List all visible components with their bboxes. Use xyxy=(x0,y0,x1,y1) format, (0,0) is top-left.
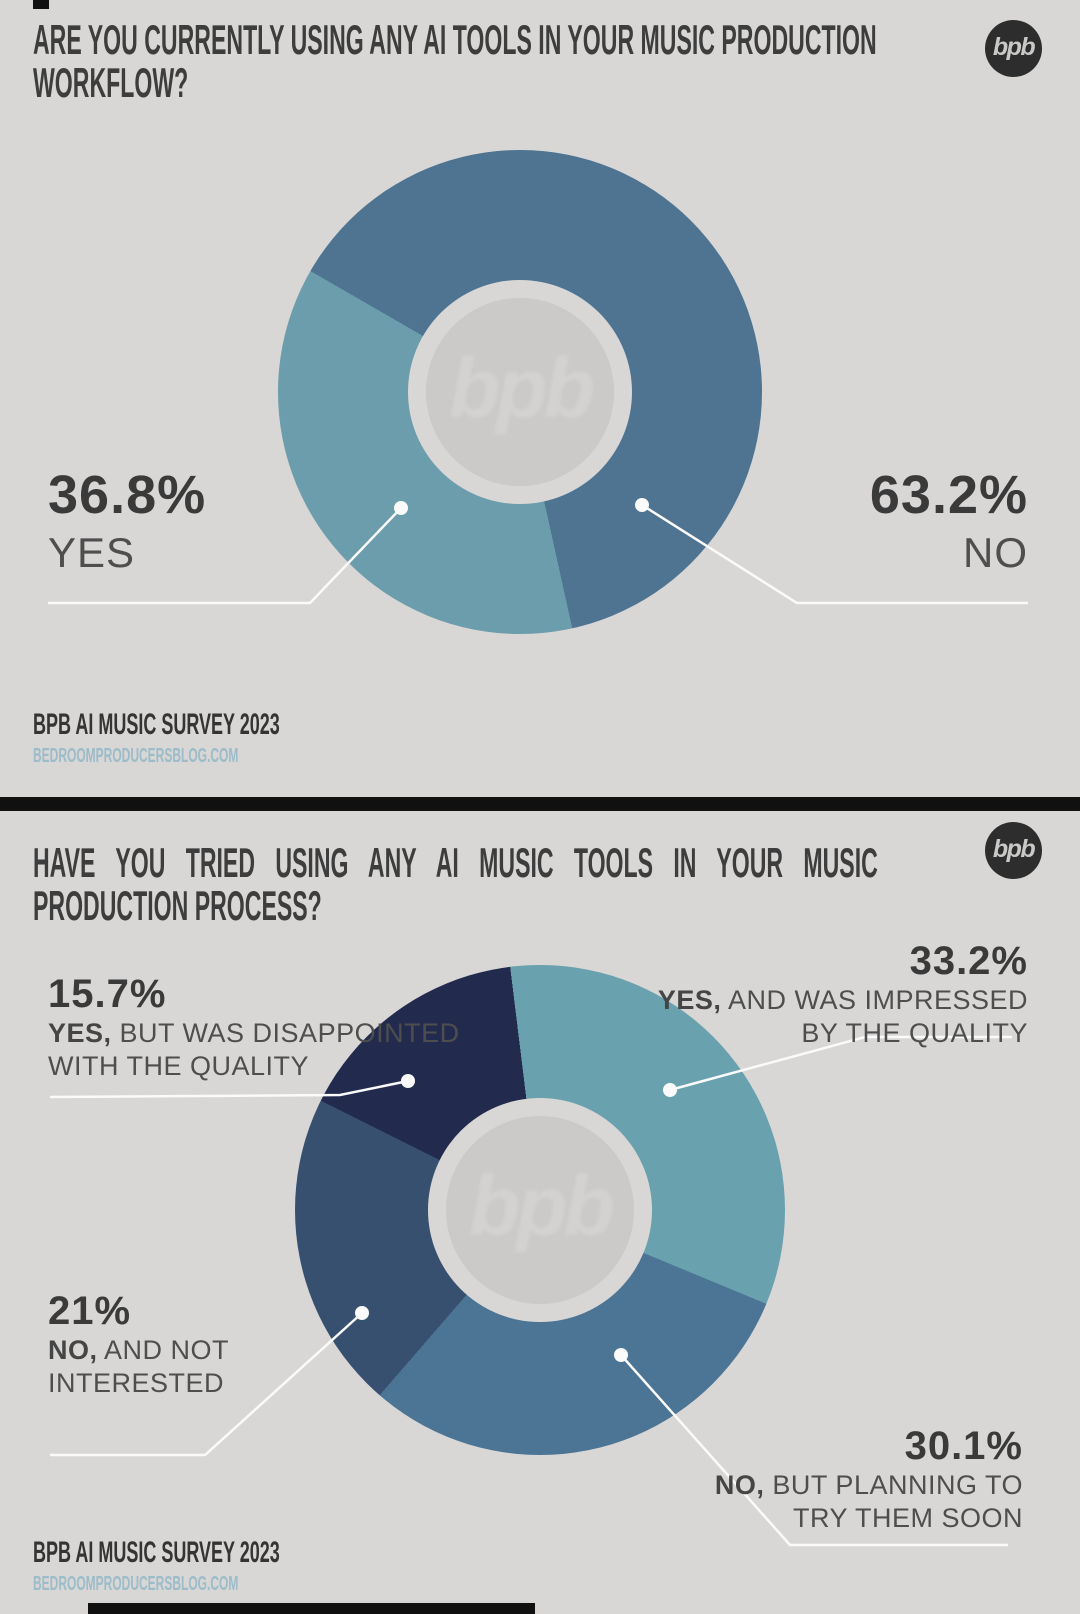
panel2-title: HAVE YOU TRIED USING ANY AI MUSIC TOOLS … xyxy=(33,841,1080,927)
title-line-2: WORKFLOW? xyxy=(33,59,189,106)
bpb-logo: bpb xyxy=(985,822,1042,879)
bpb-logo: bpb xyxy=(985,20,1042,77)
bpb-logo-text: bpb xyxy=(992,33,1036,61)
title-line-1: HAVE YOU TRIED USING ANY AI MUSIC TOOLS … xyxy=(33,839,878,886)
percent-value-no: 63.2% xyxy=(869,465,1028,525)
callout-yes: 36.8% YES xyxy=(48,466,206,578)
percent-label-not-interested-line2: INTERESTED xyxy=(48,1368,225,1398)
survey-source-url: BEDROOMPRODUCERSBLOG.COM xyxy=(33,745,239,767)
donut-hole: bpb xyxy=(408,280,632,504)
top-cut-divider xyxy=(33,0,49,9)
label-bold: NO, xyxy=(48,1335,98,1365)
bpb-watermark: bpb xyxy=(446,1116,634,1304)
donut-hole: bpb xyxy=(428,1098,652,1322)
percent-label-impressed-line1: YES, AND WAS IMPRESSED xyxy=(658,984,1028,1017)
bpb-watermark-text: bpb xyxy=(469,1158,615,1253)
percent-label-disappointed-line2: WITH THE QUALITY xyxy=(48,1051,310,1081)
percent-label-disappointed-line1: YES, BUT WAS DISAPPOINTED xyxy=(48,1017,460,1050)
label-bold: NO, xyxy=(714,1470,765,1500)
bottom-cut-divider xyxy=(88,1603,535,1614)
bpb-logo-text: bpb xyxy=(992,835,1036,863)
section-divider xyxy=(0,797,1080,811)
label-bold: YES, xyxy=(657,985,722,1015)
survey-panel-tried-tools: HAVE YOU TRIED USING ANY AI MUSIC TOOLS … xyxy=(0,811,1080,1614)
label-rest: BUT WAS DISAPPOINTED xyxy=(111,1018,460,1048)
label-rest: BUT PLANNING TO xyxy=(764,1470,1023,1500)
label-rest: AND NOT xyxy=(97,1335,230,1365)
panel1-title: ARE YOU CURRENTLY USING ANY AI TOOLS IN … xyxy=(33,18,1080,104)
donut-chart-current-ai-usage: bpb xyxy=(278,150,762,634)
survey-source-url: BEDROOMPRODUCERSBLOG.COM xyxy=(33,1573,239,1595)
callout-impressed: 33.2% YES, AND WAS IMPRESSED BY THE QUAL… xyxy=(658,938,1028,1050)
survey-source-title: BPB AI MUSIC SURVEY 2023 xyxy=(33,708,280,741)
bpb-watermark: bpb xyxy=(426,298,614,486)
callout-planning: 30.1% NO, BUT PLANNING TO TRY THEM SOON xyxy=(715,1423,1023,1535)
percent-label-not-interested-line1: NO, AND NOT xyxy=(48,1334,229,1367)
label-rest: AND WAS IMPRESSED xyxy=(721,985,1028,1015)
label-bold: YES, xyxy=(48,1018,112,1048)
percent-value-planning: 30.1% xyxy=(904,1424,1023,1468)
title-line-2: PRODUCTION PROCESS? xyxy=(33,882,322,929)
survey-source-title: BPB AI MUSIC SURVEY 2023 xyxy=(33,1536,280,1569)
survey-panel-current-usage: ARE YOU CURRENTLY USING ANY AI TOOLS IN … xyxy=(0,0,1080,797)
percent-label-no: NO xyxy=(963,529,1028,576)
percent-label-yes: YES xyxy=(48,529,136,576)
callout-not-interested: 21% NO, AND NOT INTERESTED xyxy=(48,1288,229,1400)
callout-no: 63.2% NO xyxy=(870,466,1028,578)
title-line-1: ARE YOU CURRENTLY USING ANY AI TOOLS IN … xyxy=(33,16,877,63)
percent-value-yes: 36.8% xyxy=(48,465,207,525)
percent-label-impressed-line2: BY THE QUALITY xyxy=(801,1018,1028,1048)
percent-value-disappointed: 15.7% xyxy=(48,972,167,1016)
percent-value-impressed: 33.2% xyxy=(909,939,1028,983)
percent-label-planning-line2: TRY THEM SOON xyxy=(792,1503,1023,1533)
bpb-watermark-text: bpb xyxy=(449,340,595,435)
source-footer: BPB AI MUSIC SURVEY 2023 BEDROOMPRODUCER… xyxy=(33,1536,444,1596)
callout-disappointed: 15.7% YES, BUT WAS DISAPPOINTED WITH THE… xyxy=(48,971,460,1083)
percent-label-planning-line1: NO, BUT PLANNING TO xyxy=(715,1469,1023,1502)
source-footer: BPB AI MUSIC SURVEY 2023 BEDROOMPRODUCER… xyxy=(33,708,444,768)
percent-value-not-interested: 21% xyxy=(48,1289,132,1333)
